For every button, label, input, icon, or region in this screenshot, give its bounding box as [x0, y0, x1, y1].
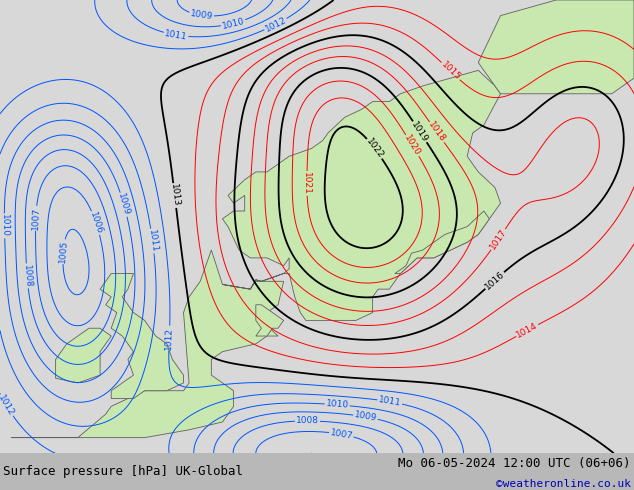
Text: 1021: 1021 [302, 172, 311, 195]
Text: ©weatheronline.co.uk: ©weatheronline.co.uk [496, 479, 631, 489]
Text: 1014: 1014 [515, 321, 540, 340]
Polygon shape [395, 211, 489, 273]
Text: 1009: 1009 [117, 193, 131, 217]
Text: 1010: 1010 [0, 214, 9, 238]
Text: 1022: 1022 [364, 137, 385, 160]
Text: 1011: 1011 [164, 29, 188, 41]
Text: 1008: 1008 [296, 416, 319, 425]
Polygon shape [100, 273, 183, 398]
Text: 1005: 1005 [58, 240, 68, 264]
Text: 1007: 1007 [329, 428, 354, 441]
Text: 1015: 1015 [439, 60, 462, 82]
Text: 1017: 1017 [488, 227, 508, 251]
Text: 1012: 1012 [263, 15, 288, 34]
Text: 1011: 1011 [146, 229, 158, 253]
Text: 1012: 1012 [164, 326, 174, 350]
Text: Mo 06-05-2024 12:00 UTC (06+06): Mo 06-05-2024 12:00 UTC (06+06) [398, 457, 631, 469]
Text: 1007: 1007 [31, 207, 41, 230]
Text: 1010: 1010 [221, 16, 245, 30]
Text: 1019: 1019 [410, 120, 430, 144]
Text: 1008: 1008 [22, 264, 32, 288]
Text: 1020: 1020 [403, 133, 422, 158]
Text: 1013: 1013 [169, 184, 181, 207]
Text: 1011: 1011 [378, 395, 402, 408]
Polygon shape [11, 250, 283, 438]
Polygon shape [223, 71, 500, 320]
Polygon shape [478, 0, 634, 94]
Text: Surface pressure [hPa] UK-Global: Surface pressure [hPa] UK-Global [3, 465, 243, 478]
Text: 1016: 1016 [483, 270, 506, 292]
Text: 1009: 1009 [354, 411, 378, 423]
Text: 1006: 1006 [88, 211, 104, 235]
Text: 1009: 1009 [190, 9, 214, 22]
Text: 1012: 1012 [0, 393, 16, 417]
Polygon shape [256, 305, 283, 336]
Polygon shape [56, 328, 111, 383]
Text: 1018: 1018 [427, 120, 447, 144]
Text: 1010: 1010 [325, 399, 349, 410]
